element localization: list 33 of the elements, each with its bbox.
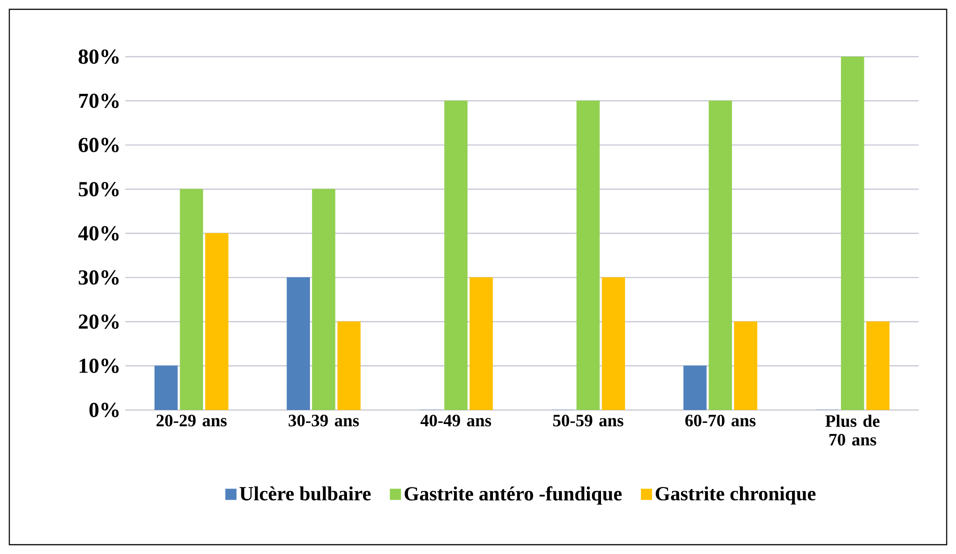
y-tick-label: 20%: [78, 314, 119, 329]
x-tick-label: 30-39 ans: [288, 414, 359, 426]
bar: [470, 277, 493, 410]
bar: [444, 100, 468, 410]
bar: [708, 100, 732, 410]
bar: [312, 188, 336, 410]
bar: [337, 321, 361, 410]
bar: [866, 321, 890, 410]
bar: [602, 277, 626, 410]
bar: [154, 366, 178, 410]
y-tick-label: 60%: [78, 138, 119, 152]
legend-label: Ulcère bulbaire: [240, 486, 371, 501]
legend-label: Gastrite chronique: [656, 486, 816, 505]
y-tick-label: 40%: [78, 226, 119, 241]
x-tick-label: 40-49 ans: [420, 414, 492, 426]
x-tick-label: Plus de 70 ans: [825, 414, 880, 446]
y-tick-label: 80%: [78, 49, 119, 64]
bar: [683, 366, 707, 410]
x-tick-label: 20-29 ans: [156, 414, 227, 426]
bar: [734, 321, 758, 410]
y-tick-label: 0%: [89, 402, 119, 418]
bar: [180, 188, 204, 410]
y-tick-label: 70%: [79, 94, 119, 108]
y-tick-label: 30%: [78, 270, 119, 285]
bar: [840, 56, 864, 410]
legend-label: Gastrite antéro -fundique: [404, 486, 622, 505]
x-tick-label: 60-70 ans: [685, 414, 756, 426]
y-tick-label: 50%: [78, 182, 119, 196]
bar: [576, 100, 600, 410]
y-tick-label: 10%: [80, 358, 119, 374]
bar: [286, 277, 310, 410]
x-tick-label: 50-59 ans: [553, 414, 624, 426]
bar: [205, 233, 228, 410]
